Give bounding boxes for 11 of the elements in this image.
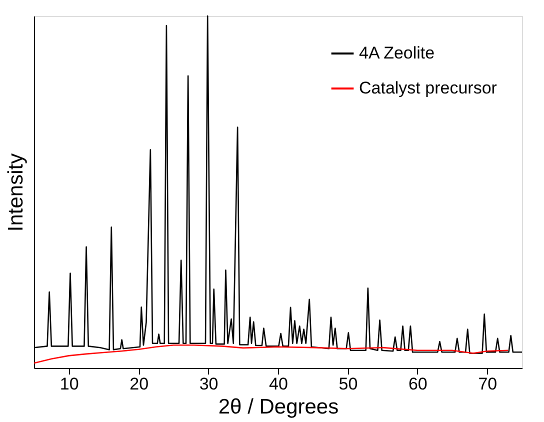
legend-label: Catalyst precursor: [359, 78, 498, 98]
x-tick-label: 60: [408, 374, 428, 394]
legend-label: 4A Zeolite: [359, 44, 435, 62]
x-tick-label: 20: [130, 374, 149, 394]
x-tick-label: 30: [199, 374, 218, 394]
y-axis-title: Intensity: [4, 152, 28, 232]
x-tick-label: 70: [478, 374, 498, 394]
x-tick-label: 10: [60, 374, 79, 394]
x-tick-label: 50: [338, 374, 358, 394]
x-tick-label: 40: [269, 374, 288, 394]
x-axis-title: 2θ / Degrees: [218, 396, 339, 418]
